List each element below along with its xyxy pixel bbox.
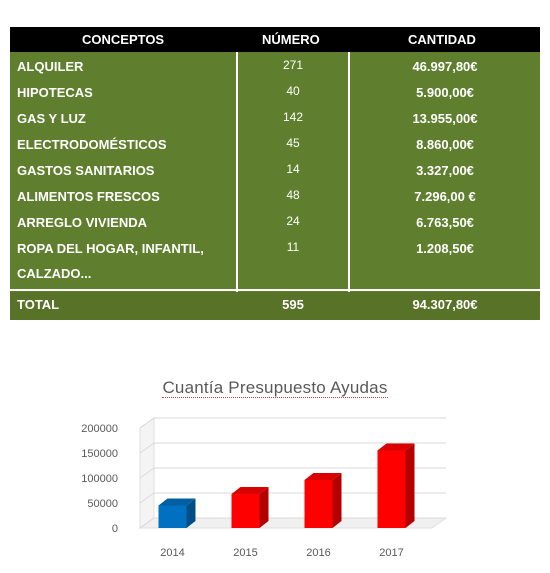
x-tick-label: 2015: [233, 547, 257, 559]
row-amount: 7.296,00 €: [414, 189, 476, 204]
row-concept: HIPOTECAS: [17, 85, 93, 100]
gridline-side: [139, 417, 155, 429]
row-concept: ALQUILER: [17, 59, 84, 74]
x-tick-label: 2017: [379, 547, 403, 559]
bar: [304, 480, 333, 528]
table-row: ROPA DEL HOGAR, INFANTIL, 11 1.208,50€: [10, 236, 540, 262]
row-number: 48: [286, 188, 300, 202]
row-concept: ALIMENTOS FRESCOS: [17, 189, 160, 204]
table-row: HIPOTECAS 40 5.900,00€: [10, 80, 540, 106]
row-concept: ROPA DEL HOGAR, INFANTIL,: [17, 241, 204, 256]
bar-side: [259, 487, 269, 528]
row-amount: 13.955,00€: [412, 111, 478, 126]
gridline-side: [139, 442, 155, 454]
bar: [158, 505, 187, 528]
row-amount: 1.208,50€: [416, 241, 474, 256]
header-number: NÚMERO: [262, 32, 320, 47]
row-number: 14: [286, 162, 300, 176]
table-row: GASTOS SANITARIOS 14 3.327,00€: [10, 158, 540, 184]
row-concept: GAS Y LUZ: [17, 111, 86, 126]
chart-title: Cuantía Presupuesto Ayudas: [162, 378, 388, 398]
row-number: 45: [286, 136, 300, 150]
table-row: GAS Y LUZ 142 13.955,00€: [10, 106, 540, 132]
row-amount: 6.763,50€: [416, 215, 474, 230]
y-tick-label: 150000: [81, 448, 118, 460]
row-amount: 3.327,00€: [416, 163, 474, 178]
bar-top: [377, 443, 415, 451]
row-number: 271: [282, 58, 304, 72]
bar-top: [231, 487, 269, 494]
bar-top: [158, 498, 196, 506]
table-row: ALQUILER 271 46.997,80€: [10, 54, 540, 80]
gridline-side: [139, 517, 155, 529]
row-amount: 46.997,80€: [412, 59, 478, 74]
table-row: ARREGLO VIVIENDA 24 6.763,50€: [10, 210, 540, 236]
column-divider: [236, 52, 238, 318]
bar-side: [405, 443, 415, 528]
row-amount: 8.860,00€: [416, 137, 474, 152]
row-amount: 5.900,00€: [416, 85, 474, 100]
row-concept: GASTOS SANITARIOS: [17, 163, 155, 178]
y-tick-label: 0: [112, 523, 118, 535]
x-tick-label: 2014: [160, 547, 184, 559]
gridline-side: [139, 467, 155, 479]
column-divider: [348, 52, 350, 318]
y-tick-label: 50000: [87, 498, 118, 510]
bar-top: [304, 473, 342, 480]
row-number: 11: [286, 240, 300, 254]
total-divider: [10, 289, 540, 291]
row-number: 40: [286, 84, 300, 98]
table-row: ALIMENTOS FRESCOS 48 7.296,00 €: [10, 184, 540, 210]
table-header: CONCEPTOS NÚMERO CANTIDAD: [10, 27, 540, 52]
row-number: 142: [282, 110, 304, 124]
bar-side: [186, 498, 196, 528]
gridline-side: [139, 492, 155, 504]
row-concept-continuation: CALZADO...: [17, 266, 92, 281]
header-concepts: CONCEPTOS: [82, 32, 165, 47]
total-label: TOTAL: [17, 297, 60, 312]
bar: [231, 494, 260, 528]
total-number: 595: [282, 297, 304, 312]
row-concept: ELECTRODOMÉSTICOS: [17, 137, 167, 152]
bar-side: [332, 473, 342, 528]
y-tick-label: 100000: [81, 473, 118, 485]
total-amount: 94.307,80€: [412, 297, 478, 312]
row-number: 24: [286, 214, 300, 228]
row-concept: ARREGLO VIVIENDA: [17, 215, 148, 230]
y-tick-label: 200000: [81, 423, 118, 435]
table-row: ELECTRODOMÉSTICOS 45 8.860,00€: [10, 132, 540, 158]
x-tick-label: 2016: [306, 547, 330, 559]
bar: [377, 450, 406, 528]
budget-table: CONCEPTOS NÚMERO CANTIDAD ALQUILER 271 4…: [10, 27, 540, 320]
header-amount: CANTIDAD: [408, 32, 476, 47]
total-row: TOTAL 595 94.307,80€: [10, 292, 540, 320]
